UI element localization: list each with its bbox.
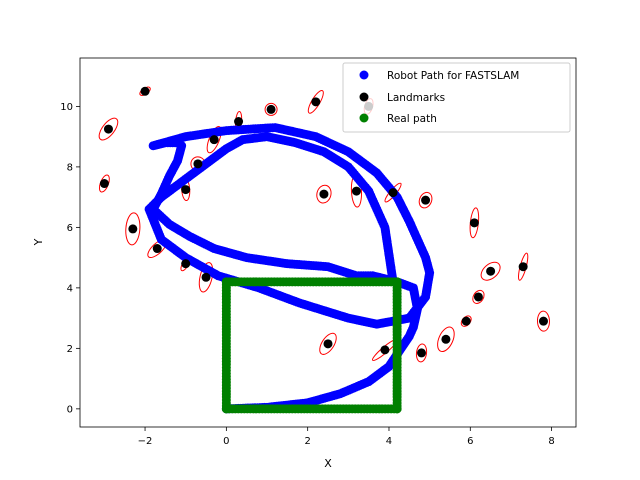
y-tick-label: 4: [67, 283, 73, 294]
real-path-layer: [221, 277, 402, 414]
legend: Robot Path for FASTSLAM Landmarks Real p…: [342, 62, 571, 133]
legend-label-landmarks: Landmarks: [387, 92, 445, 104]
legend-label-robot-path: Robot Path for FASTSLAM: [387, 70, 519, 82]
landmark-uncertainty-ellipse: [316, 184, 332, 204]
landmark-point: [417, 348, 427, 358]
landmark-layer: [99, 86, 548, 358]
legend-marker-robot-path: [359, 70, 369, 80]
landmark-uncertainty-ellipse: [198, 262, 214, 293]
landmark-point: [128, 224, 138, 234]
landmark-point: [486, 266, 496, 276]
landmark-uncertainty-ellipse: [536, 310, 550, 332]
landmark-point: [388, 188, 398, 198]
legend-box: [342, 62, 571, 133]
landmark-point: [140, 86, 150, 96]
landmark-point: [99, 179, 109, 189]
landmark-uncertainty-ellipse: [264, 102, 278, 116]
landmark-uncertainty-ellipse: [472, 289, 485, 304]
landmark-point: [311, 97, 321, 107]
landmark-point: [181, 259, 191, 269]
landmark-point: [234, 117, 244, 127]
landmark-point: [201, 272, 211, 282]
landmark-point: [209, 135, 219, 145]
landmark-point: [421, 195, 431, 205]
landmark-point: [518, 262, 528, 272]
plot-frame: [79, 57, 577, 428]
legend-marker-landmarks: [359, 92, 369, 102]
landmark-uncertainty-ellipse: [125, 212, 141, 246]
landmark-point: [103, 124, 113, 134]
x-tick-label: 0: [223, 436, 229, 447]
landmark-point: [538, 316, 548, 326]
landmark-point: [441, 334, 451, 344]
landmark-point: [323, 339, 333, 349]
y-tick-label: 0: [67, 404, 73, 415]
landmark-point: [193, 159, 203, 169]
landmark-point: [473, 292, 483, 302]
x-tick-label: 6: [467, 436, 473, 447]
x-axis-ticks: −2 0 2 4 6 8: [138, 427, 555, 447]
landmark-uncertainty-ellipse: [319, 332, 337, 355]
landmark-point: [319, 189, 329, 199]
landmark-uncertainty-ellipse: [418, 191, 433, 209]
real-path-point: [221, 404, 231, 414]
landmark-uncertainty-ellipse: [480, 261, 501, 281]
legend-label-real-path: Real path: [387, 113, 437, 125]
y-tick-label: 10: [60, 102, 73, 113]
y-axis-ticks: 0 2 4 6 8 10: [60, 102, 80, 415]
x-tick-label: −2: [138, 436, 153, 447]
landmark-uncertainty-ellipse: [206, 126, 222, 154]
y-tick-label: 6: [67, 223, 73, 234]
x-tick-label: 8: [548, 436, 554, 447]
x-tick-label: 2: [304, 436, 310, 447]
landmark-uncertainty-ellipse: [98, 117, 119, 141]
landmark-point: [351, 186, 361, 196]
landmark-point: [461, 316, 471, 326]
landmark-point: [469, 218, 479, 228]
y-tick-label: 8: [67, 162, 73, 173]
landmark-point: [266, 104, 276, 114]
landmark-uncertainty-ellipse: [415, 343, 428, 363]
legend-marker-real-path: [359, 113, 369, 123]
x-tick-label: 4: [386, 436, 392, 447]
landmark-uncertainty-ellipse: [437, 326, 455, 352]
y-tick-label: 2: [67, 344, 73, 355]
landmark-point: [380, 345, 390, 355]
y-axis-label: Y: [32, 238, 45, 246]
landmark-point: [152, 244, 162, 254]
landmark-point: [181, 185, 191, 195]
x-axis-label: X: [324, 457, 332, 470]
